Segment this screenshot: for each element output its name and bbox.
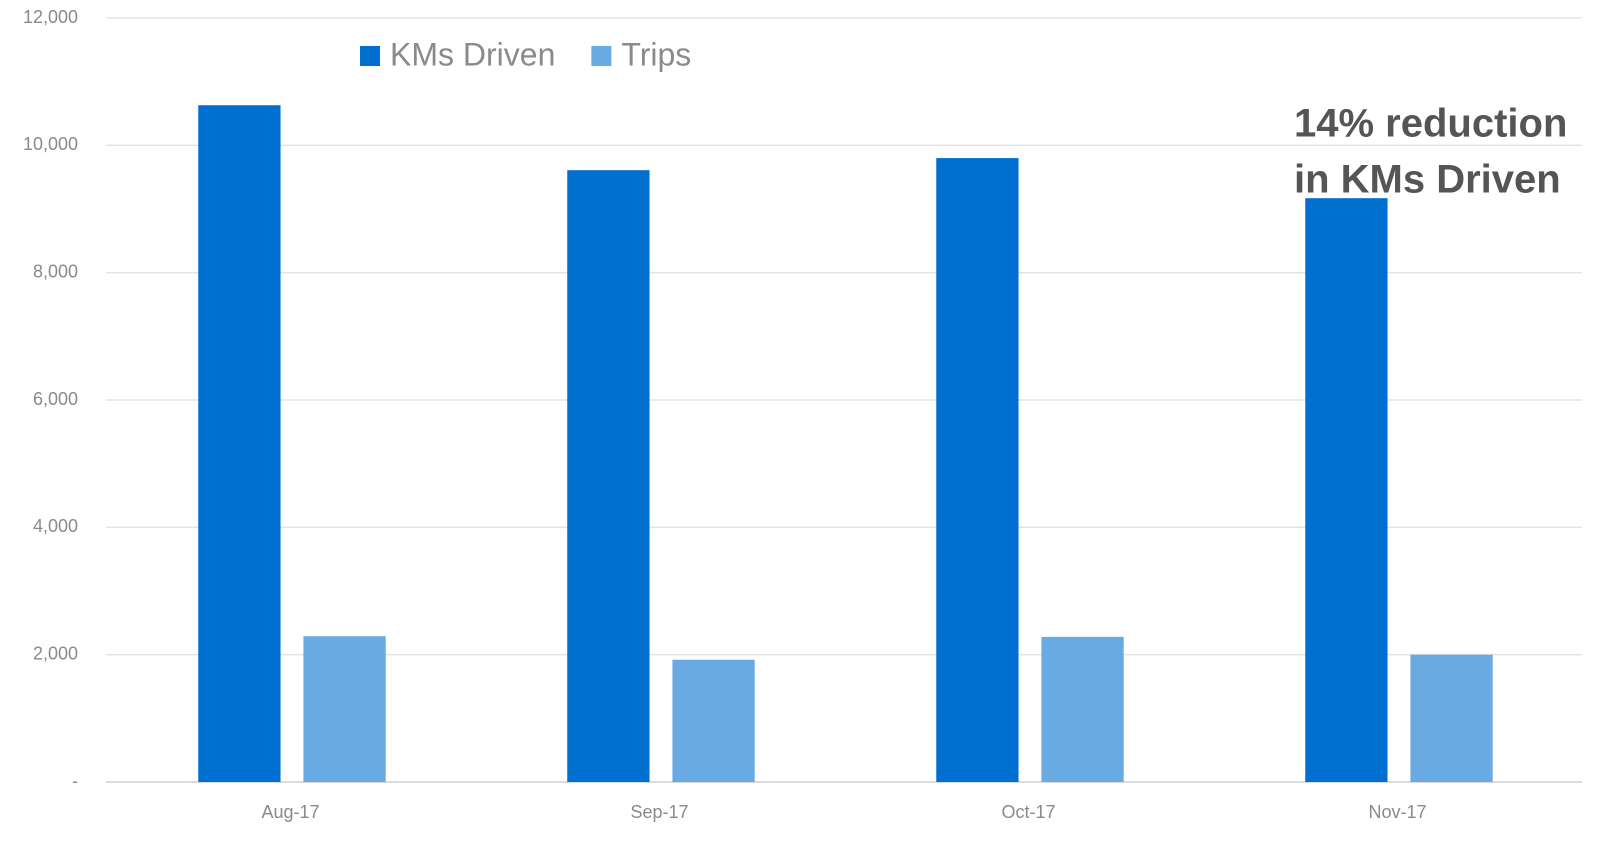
legend-swatch xyxy=(591,46,612,66)
x-tick-label: Oct-17 xyxy=(1001,802,1055,822)
y-tick-label: 12,000 xyxy=(23,7,78,27)
annotation: in KMs Driven xyxy=(1294,158,1561,202)
bar xyxy=(1410,654,1493,782)
bar xyxy=(1305,198,1388,783)
bar xyxy=(567,170,650,782)
y-tick-label: - xyxy=(72,771,78,791)
x-tick-label: Sep-17 xyxy=(630,802,688,822)
bar xyxy=(303,636,386,782)
bar xyxy=(936,158,1019,783)
bar xyxy=(198,105,281,783)
x-tick-label: Nov-17 xyxy=(1368,802,1426,822)
y-tick-label: 2,000 xyxy=(33,643,78,663)
bar xyxy=(1041,636,1124,782)
bar xyxy=(672,659,755,782)
y-tick-label: 4,000 xyxy=(33,516,78,536)
y-tick-label: 10,000 xyxy=(23,134,78,154)
annotation: 14% reduction xyxy=(1294,102,1567,146)
legend-label: Trips xyxy=(621,36,691,72)
legend-swatch xyxy=(360,46,380,66)
legend-label: KMs Driven xyxy=(390,36,555,72)
y-tick-label: 6,000 xyxy=(33,389,78,409)
x-tick-label: Aug-17 xyxy=(261,802,319,822)
y-tick-label: 8,000 xyxy=(33,261,78,281)
